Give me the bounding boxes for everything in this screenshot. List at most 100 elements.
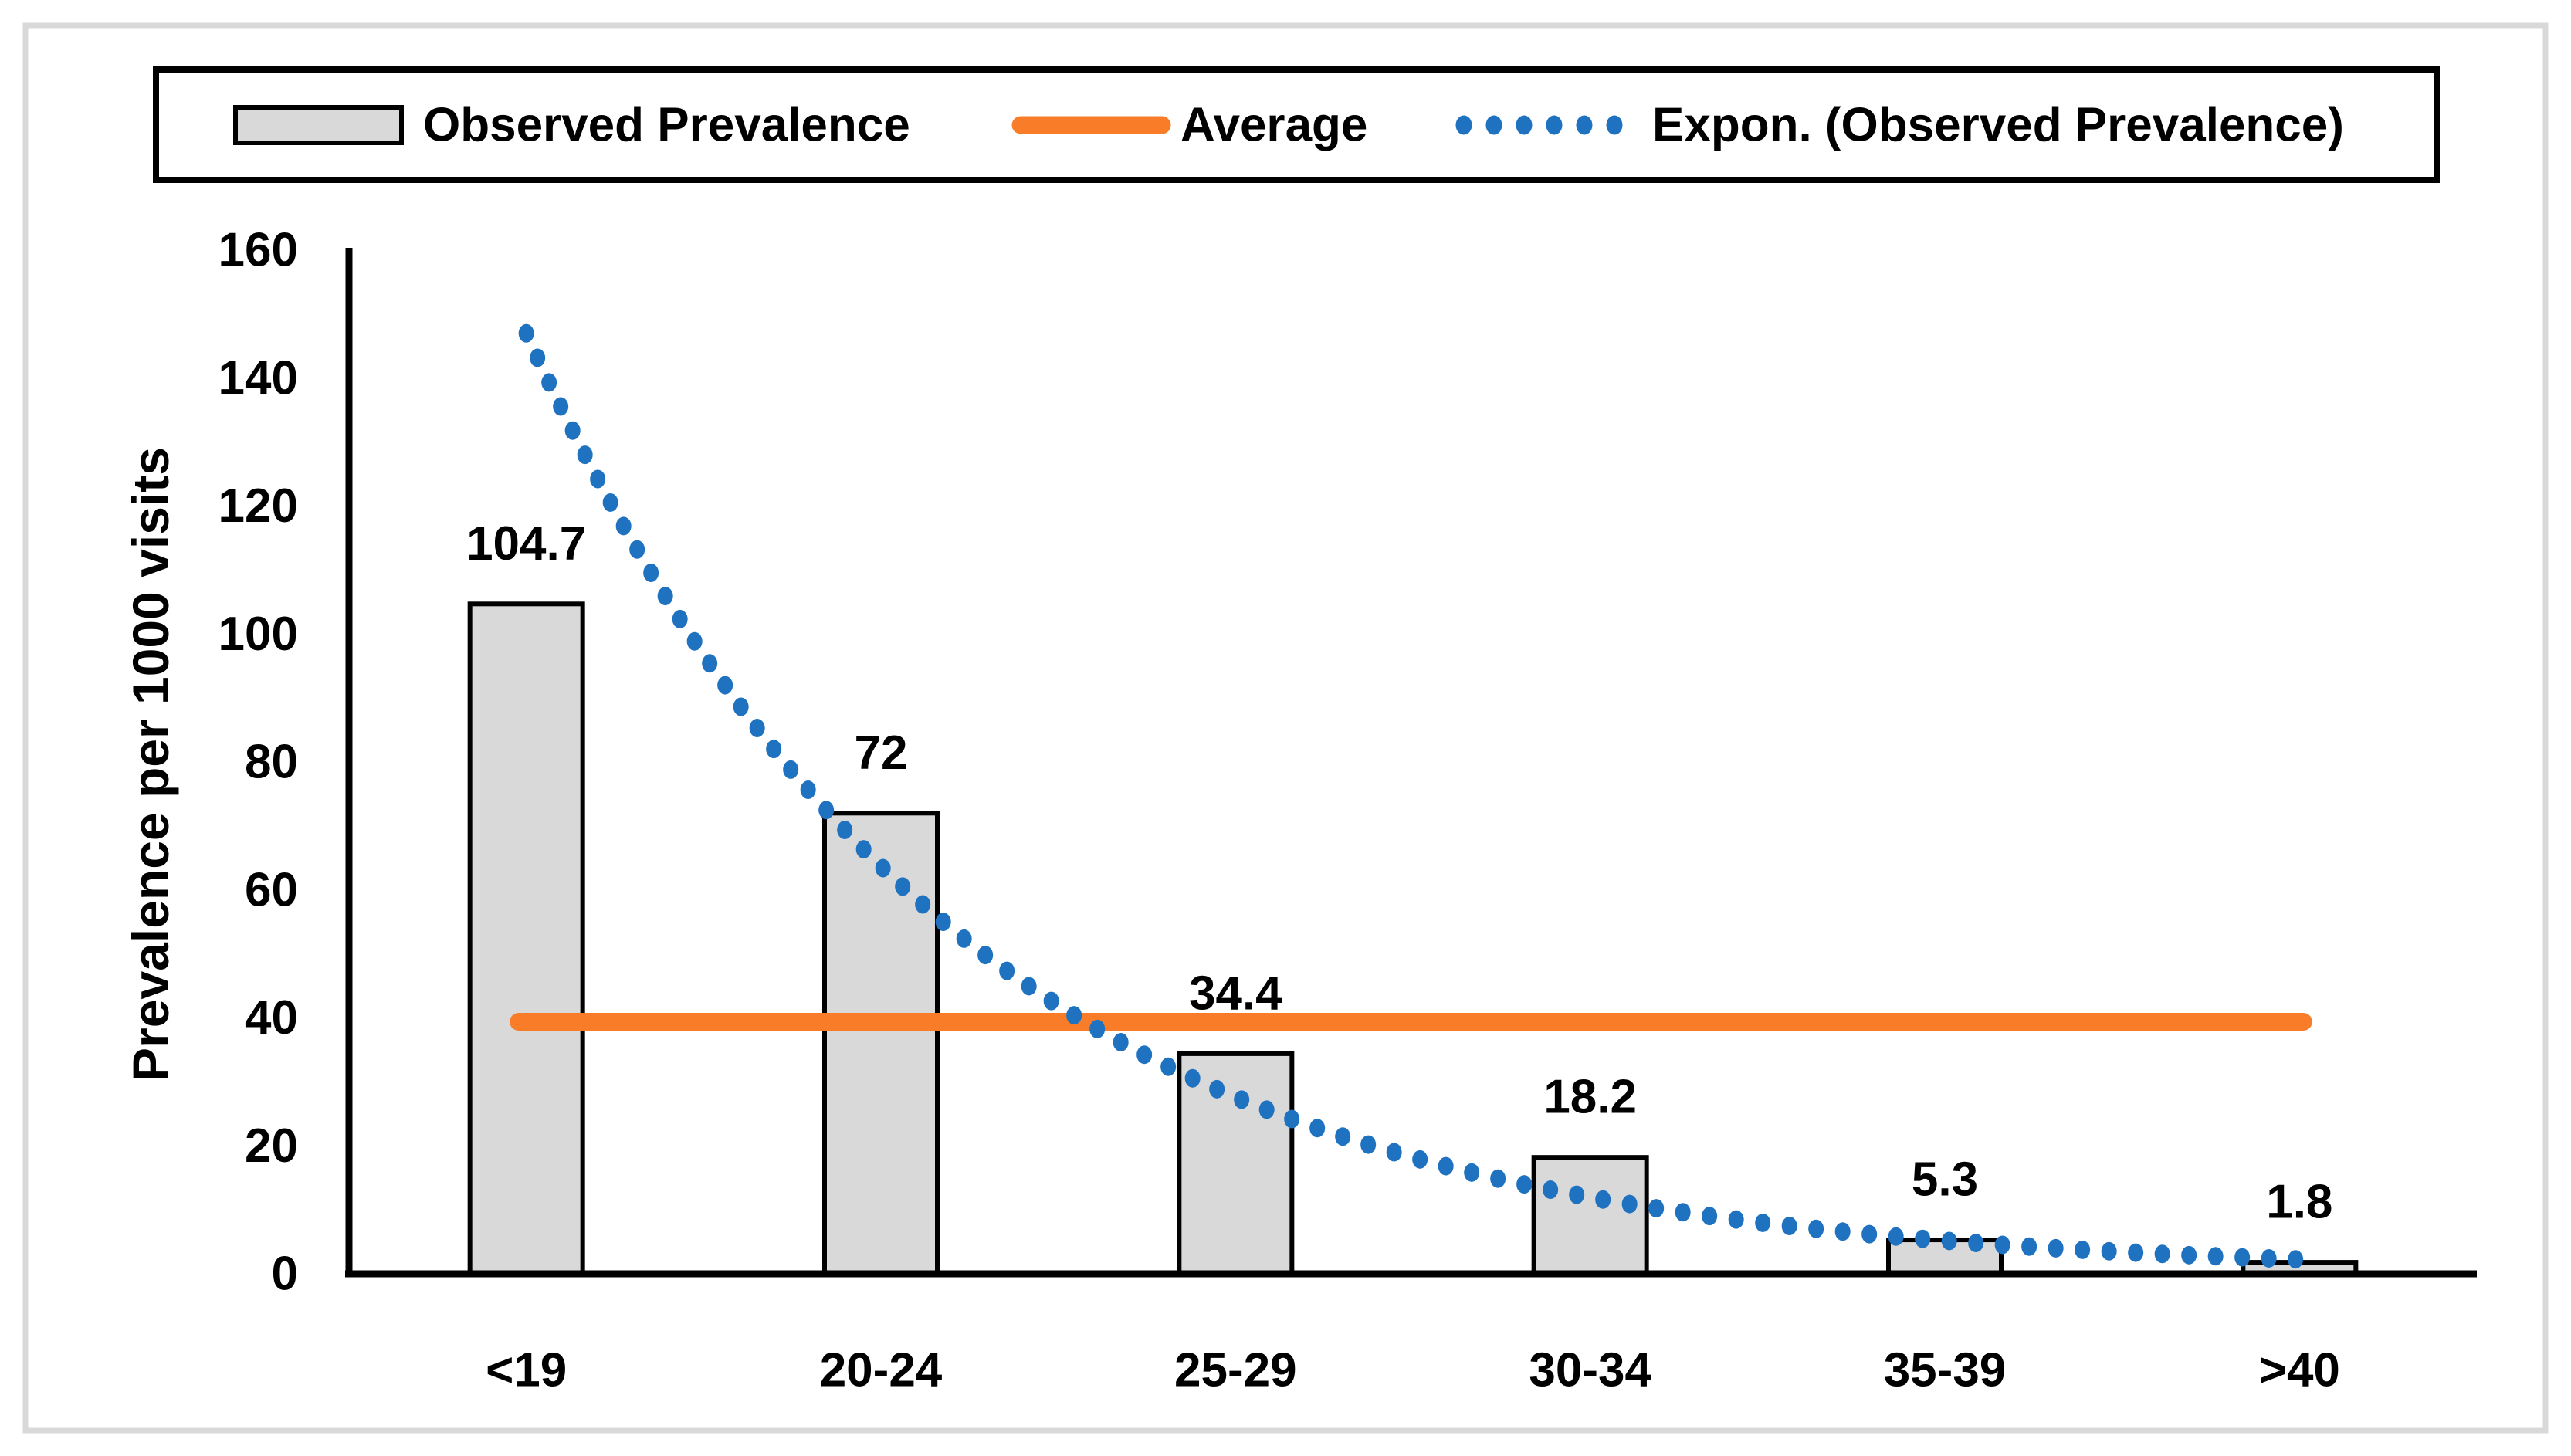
trend-dot bbox=[2075, 1240, 2091, 1259]
trend-dot bbox=[686, 631, 703, 651]
trend-dot bbox=[577, 445, 593, 465]
trend-dot bbox=[1335, 1127, 1351, 1146]
trend-dot bbox=[672, 609, 688, 628]
trend-dot bbox=[1543, 1180, 1559, 1200]
trend-dot bbox=[1160, 1057, 1177, 1076]
trend-dot bbox=[1412, 1150, 1428, 1169]
legend-dotted-line-icon bbox=[1455, 115, 1623, 135]
trend-dot bbox=[837, 820, 853, 839]
plot-area: 104.7 <19 72 20-24 34.4 25-29 18.2 30-34 5.3 35-3… bbox=[218, 224, 2477, 1397]
bar bbox=[1177, 1051, 1295, 1277]
x-axis-tick-label: <19 bbox=[486, 1344, 567, 1397]
trend-dot bbox=[2234, 1248, 2251, 1267]
trend-dot bbox=[1234, 1090, 1250, 1109]
trend-dot bbox=[643, 564, 659, 583]
trend-dot bbox=[1516, 1175, 1533, 1194]
y-axis-title: Prevalence per 1000 visits bbox=[122, 447, 179, 1082]
bar bbox=[467, 601, 585, 1276]
legend-box bbox=[153, 66, 2440, 183]
trend-dot bbox=[1728, 1210, 1744, 1229]
trend-dot bbox=[530, 348, 546, 367]
trend-dot bbox=[855, 840, 872, 859]
trend-dot bbox=[1089, 1019, 1106, 1038]
trend-dot bbox=[553, 397, 569, 416]
bar-value-label: 5.3 bbox=[1912, 1153, 1978, 1207]
legend-bar-swatch-icon bbox=[233, 105, 404, 145]
trend-dot bbox=[602, 493, 618, 512]
trend-dot bbox=[702, 654, 718, 673]
trend-dot bbox=[875, 858, 891, 878]
trend-dot bbox=[1113, 1033, 1129, 1052]
trend-dot bbox=[977, 946, 994, 965]
x-axis-tick-label: 35-39 bbox=[1884, 1344, 2007, 1397]
x-axis-tick-label: 25-29 bbox=[1174, 1344, 1297, 1397]
trend-dot bbox=[1968, 1234, 1984, 1253]
trend-dot bbox=[1915, 1229, 1931, 1248]
trend-dot bbox=[1309, 1119, 1326, 1138]
trend-dot bbox=[1438, 1156, 1454, 1176]
trend-dot bbox=[1861, 1224, 1878, 1244]
bar-value-label: 1.8 bbox=[2266, 1176, 2332, 1229]
trend-dot bbox=[999, 961, 1015, 980]
trend-dot bbox=[800, 780, 816, 800]
trend-dot bbox=[895, 877, 911, 896]
bar-value-label: 104.7 bbox=[466, 517, 586, 571]
trend-dot bbox=[749, 719, 765, 738]
y-axis-tick-label: 120 bbox=[218, 479, 298, 533]
trend-dot bbox=[935, 913, 951, 932]
trend-dot bbox=[1994, 1235, 2010, 1255]
trend-dot bbox=[1702, 1207, 1718, 1226]
trend-dot bbox=[657, 587, 673, 606]
trend-dot bbox=[1464, 1163, 1480, 1182]
expon-trendline bbox=[518, 323, 2304, 1269]
legend-label-observed-prevalence: Observed Prevalence bbox=[423, 99, 910, 152]
trend-dot bbox=[2101, 1241, 2117, 1261]
trend-dot bbox=[766, 740, 782, 759]
trend-dot bbox=[2181, 1245, 2197, 1265]
trend-dot bbox=[518, 323, 534, 343]
trend-dot bbox=[1595, 1190, 1611, 1209]
x-axis-tick-label: >40 bbox=[2259, 1344, 2340, 1397]
y-axis-tick-label: 20 bbox=[245, 1119, 298, 1173]
trend-dot bbox=[2048, 1238, 2064, 1258]
trend-dot bbox=[1066, 1006, 1082, 1025]
trend-dot bbox=[956, 929, 972, 948]
y-axis-tick-label: 160 bbox=[218, 224, 298, 277]
legend: Observed Prevalence Average Expon. (Obse… bbox=[153, 66, 2440, 183]
trend-dot bbox=[564, 421, 581, 440]
bar bbox=[822, 811, 940, 1277]
y-axis-tick-label: 0 bbox=[272, 1248, 298, 1301]
trend-dot bbox=[2154, 1244, 2170, 1264]
trend-dot bbox=[590, 469, 606, 489]
y-axis-tick-label: 100 bbox=[218, 608, 298, 661]
trend-dot bbox=[2021, 1237, 2037, 1256]
trend-dot bbox=[1888, 1227, 1904, 1246]
trend-dot bbox=[1021, 977, 1037, 996]
y-axis-tick-label: 40 bbox=[245, 991, 298, 1045]
trend-dot bbox=[1284, 1109, 1300, 1129]
trend-dot bbox=[1648, 1199, 1665, 1218]
bar-value-label: 18.2 bbox=[1543, 1071, 1637, 1124]
bar-value-label: 34.4 bbox=[1189, 967, 1282, 1020]
trend-dot bbox=[1136, 1045, 1153, 1065]
y-axis-tick-label: 80 bbox=[245, 736, 298, 789]
y-axis-tick-label: 60 bbox=[245, 863, 298, 916]
trend-dot bbox=[1386, 1143, 1402, 1162]
trend-dot bbox=[2207, 1247, 2224, 1266]
trend-dot bbox=[1781, 1216, 1797, 1235]
trend-dot bbox=[1184, 1068, 1201, 1088]
trend-dot bbox=[1043, 991, 1059, 1011]
trend-dot bbox=[783, 760, 799, 779]
trend-dot bbox=[2261, 1248, 2277, 1268]
trend-dot bbox=[1490, 1169, 1506, 1188]
bar bbox=[1531, 1155, 1649, 1276]
trend-dot bbox=[1808, 1219, 1824, 1238]
trend-dot bbox=[629, 540, 645, 559]
x-axis-tick-label: 20-24 bbox=[820, 1344, 943, 1397]
trend-dot bbox=[717, 676, 733, 695]
trend-dot bbox=[1360, 1135, 1377, 1154]
trend-dot bbox=[818, 801, 835, 820]
trend-dot bbox=[915, 895, 931, 914]
